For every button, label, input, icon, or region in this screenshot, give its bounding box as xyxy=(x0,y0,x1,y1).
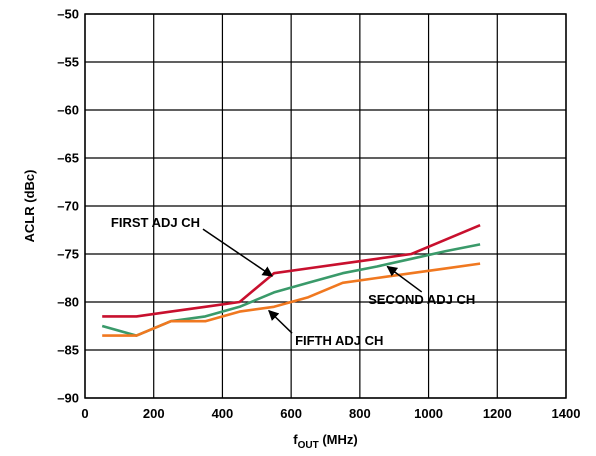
y-tick-labels: –50 –55 –60 –65 –70 –75 –80 –85 –90 xyxy=(57,7,79,406)
y-tick-label: –60 xyxy=(57,103,79,118)
y-tick-label: –50 xyxy=(57,7,79,22)
x-tick-label: 1400 xyxy=(552,406,581,421)
annotation-arrow xyxy=(202,228,274,277)
x-axis-label-subscript: OUT xyxy=(298,440,319,451)
annotation-arrow xyxy=(268,309,293,334)
x-axis-label-main: f xyxy=(293,432,298,447)
x-tick-label: 800 xyxy=(349,406,371,421)
y-tick-label: –75 xyxy=(57,247,79,262)
y-axis-label: ACLR (dBc) xyxy=(22,170,37,243)
x-tick-label: 1000 xyxy=(414,406,443,421)
annotation-label: SECOND ADJ CH xyxy=(368,292,475,307)
x-axis-label: fOUT (MHz) xyxy=(293,432,357,451)
annotations: FIRST ADJ CH SECOND ADJ CH FIFTH ADJ CH xyxy=(111,215,475,348)
annotation-arrow xyxy=(386,265,423,293)
x-axis-label-unit: (MHz) xyxy=(319,432,358,447)
y-tick-label: –70 xyxy=(57,199,79,214)
plot-frame xyxy=(84,13,567,399)
series-line xyxy=(102,224,481,318)
series-line xyxy=(102,262,481,337)
annotation-label: FIRST ADJ CH xyxy=(111,215,200,230)
series-lines xyxy=(101,224,481,337)
x-tick-label: 600 xyxy=(280,406,302,421)
x-tick-label: 1200 xyxy=(483,406,512,421)
x-tick-label: 200 xyxy=(143,406,165,421)
x-tick-label: 400 xyxy=(212,406,234,421)
x-tick-label: 0 xyxy=(81,406,88,421)
y-tick-label: –65 xyxy=(57,151,79,166)
x-tick-labels: 0 200 400 600 800 1000 1200 1400 xyxy=(81,406,580,421)
y-tick-label: –80 xyxy=(57,295,79,310)
y-tick-label: –85 xyxy=(57,343,79,358)
y-tick-label: –55 xyxy=(57,55,79,70)
annotation-label: FIFTH ADJ CH xyxy=(295,333,383,348)
y-tick-label: –90 xyxy=(57,391,79,406)
